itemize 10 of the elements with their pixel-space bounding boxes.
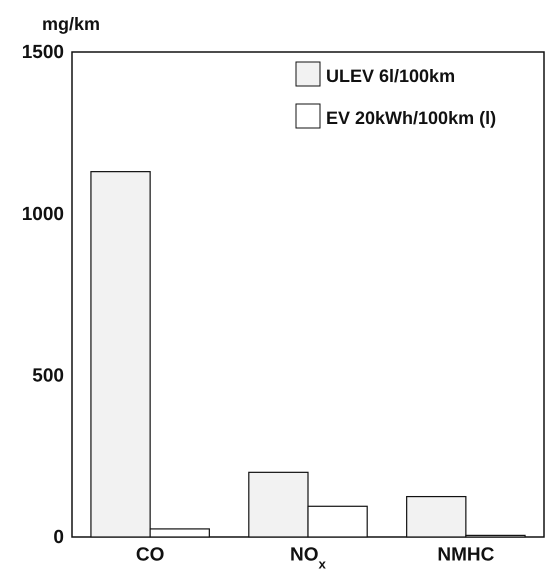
y-tick-label: 0	[53, 527, 64, 548]
y-tick-label: 1500	[22, 42, 64, 64]
y-axis-title: mg/km	[42, 14, 100, 34]
x-tick-label: NMHC	[437, 544, 495, 566]
x-tick-label: NO$_{x}$	[290, 544, 327, 571]
legend-label: ULEV 6l/100km	[326, 66, 456, 86]
y-tick-label: 500	[32, 365, 64, 386]
x-tick-label: CO	[136, 544, 164, 566]
legend-label: EV 20kWh/100km (l)	[326, 108, 496, 128]
y-tick-label: 1000	[22, 204, 64, 225]
